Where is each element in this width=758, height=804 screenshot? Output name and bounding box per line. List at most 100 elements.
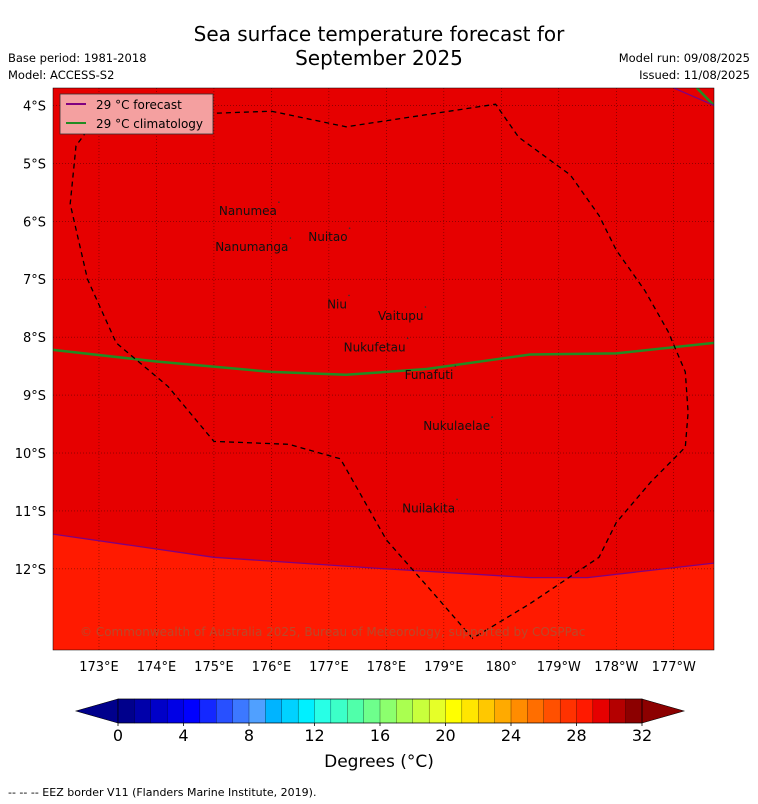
- colorbar-cell: [363, 698, 381, 724]
- legend-box: [59, 93, 214, 135]
- colorbar-cell: [625, 698, 643, 724]
- island-label: Nuitao: [308, 230, 347, 244]
- colorbar-cell: [559, 698, 578, 724]
- island-label: Nukufetau: [344, 340, 406, 354]
- grid-lines: [53, 88, 714, 650]
- colorbar-cell: [314, 698, 332, 724]
- legend: 29 °C forecast 29 °C climatology: [59, 93, 214, 135]
- island-label: Nukulaelae: [423, 419, 490, 433]
- colorbar-cell: [216, 698, 234, 724]
- colorbar-cell: [609, 698, 627, 724]
- lon-tick-label: 179°W: [537, 660, 581, 675]
- colorbar-cell: [281, 698, 299, 724]
- colorbar-cell: [199, 698, 217, 724]
- colorbar-cell: [396, 698, 414, 724]
- colorbar-cell: [510, 698, 528, 724]
- model-text: Model: ACCESS-S2: [8, 68, 115, 82]
- lon-tick-label: 177°E: [309, 660, 349, 675]
- island-marker: [456, 498, 458, 501]
- colorbar-cell: [379, 698, 397, 724]
- lat-tick-label: 9°S: [23, 389, 46, 404]
- issued-text: Issued: 11/08/2025: [639, 68, 750, 82]
- colorbar-tick-label: 16: [370, 726, 390, 745]
- colorbar-over-arrow: [641, 698, 686, 724]
- title-line-1: Sea surface temperature forecast for: [193, 22, 565, 46]
- island-label: Nuilakita: [402, 501, 455, 515]
- colorbar-tick-label: 8: [244, 726, 254, 745]
- lon-tick-label: 178°E: [367, 660, 407, 675]
- colorbar-tick-label: 24: [501, 726, 521, 745]
- colorbar-cell: [183, 698, 201, 724]
- eez-border: [69, 103, 689, 640]
- colorbar-cell: [166, 698, 185, 724]
- colorbar-cell: [330, 698, 348, 724]
- lat-tick-labels: 4°S 5°S 6°S 7°S 8°S 9°S 10°S 11°S 12°S: [15, 99, 46, 578]
- lat-tick-label: 6°S: [23, 215, 46, 230]
- model-run-text: Model run: 09/08/2025: [618, 51, 750, 65]
- colorbar-cell: [428, 698, 447, 724]
- colorbar-tick-label: 12: [304, 726, 324, 745]
- island-marker: [454, 365, 457, 367]
- colorbar-cell: [478, 698, 496, 724]
- colorbar-cell: [445, 698, 463, 724]
- colorbar-under-arrow: [74, 698, 119, 724]
- lat-tick-label: 8°S: [23, 331, 46, 346]
- colorbar-cell: [248, 698, 266, 724]
- lat-tick-label: 10°S: [15, 447, 46, 462]
- lon-tick-label: 174°E: [137, 660, 177, 675]
- island-labels: Nanumea Nuitao Nanumanga Niu Vaitupu Nukufeta…: [215, 201, 493, 515]
- colorbar-cell: [134, 698, 152, 724]
- colorbar-tick-label: 20: [435, 726, 455, 745]
- eez-footnote: -- -- -- EEZ border V11 (Flanders Marine…: [8, 786, 317, 799]
- legend-forecast-label: 29 °C forecast: [96, 98, 182, 112]
- lat-tick-label: 11°S: [15, 505, 46, 520]
- island-label: Funafuti: [405, 368, 454, 382]
- lat-tick-label: 12°S: [15, 563, 46, 578]
- lat-tick-label: 5°S: [23, 157, 46, 172]
- colorbar-cell: [527, 698, 545, 724]
- climatology-29-line: [53, 341, 714, 377]
- lat-tick-label: 4°S: [23, 99, 46, 114]
- colorbar-frame: [117, 698, 643, 724]
- colorbar-cell: [543, 698, 561, 724]
- island-marker: [348, 227, 351, 230]
- base-period-text: Base period: 1981-2018: [8, 51, 147, 65]
- island-marker: [289, 237, 292, 239]
- island-marker: [406, 337, 409, 340]
- colorbar-cells: [117, 698, 643, 724]
- sst-field-below-29: [53, 534, 714, 650]
- forecast-29-line: [53, 533, 714, 579]
- island-label: Nanumanga: [215, 240, 288, 254]
- island-marker: [348, 294, 350, 297]
- colorbar-tick-label: 32: [632, 726, 652, 745]
- legend-climatology-label: 29 °C climatology: [96, 117, 203, 131]
- colorbar-cell: [412, 698, 430, 724]
- island-label: Niu: [327, 297, 347, 311]
- colorbar-cell: [117, 698, 135, 724]
- island-marker: [278, 201, 280, 203]
- colorbar-label: Degrees (°C): [324, 752, 434, 772]
- colorbar-tick-label: 4: [178, 726, 188, 745]
- colorbar-cell: [494, 698, 512, 724]
- map-frame: [52, 87, 715, 651]
- lon-tick-label: 173°E: [79, 660, 119, 675]
- sst-map: Nanumea Nuitao Nanumanga Niu Vaitupu Nukufeta…: [15, 87, 715, 675]
- colorbar-tick-labels: 0 4 8 12 16 20 24 28 32: [113, 723, 652, 745]
- lon-tick-label: 180°: [486, 660, 517, 675]
- colorbar-cell: [232, 698, 250, 724]
- colorbar-cell: [297, 698, 316, 724]
- title-line-2: September 2025: [295, 46, 463, 70]
- island-label: Nanumea: [219, 204, 277, 218]
- climatology-29-line-ne: [695, 88, 714, 107]
- lon-tick-labels: 173°E 174°E 175°E 176°E 177°E 178°E 179°E 180° 1…: [79, 660, 696, 675]
- lat-tick-label: 7°S: [23, 273, 46, 288]
- colorbar-cell: [265, 698, 283, 724]
- meta-right: Model run: 09/08/2025 Issued: 11/08/2025: [619, 50, 750, 84]
- copyright-text: © Commonwealth of Australia 2025, Bureau…: [80, 625, 585, 639]
- lon-tick-label: 178°W: [594, 660, 638, 675]
- colorbar-cell: [576, 698, 594, 724]
- meta-left: Base period: 1981-2018 Model: ACCESS-S2: [8, 50, 147, 84]
- island-marker: [491, 416, 493, 418]
- lon-tick-label: 179°E: [424, 660, 464, 675]
- island-marker: [424, 306, 427, 308]
